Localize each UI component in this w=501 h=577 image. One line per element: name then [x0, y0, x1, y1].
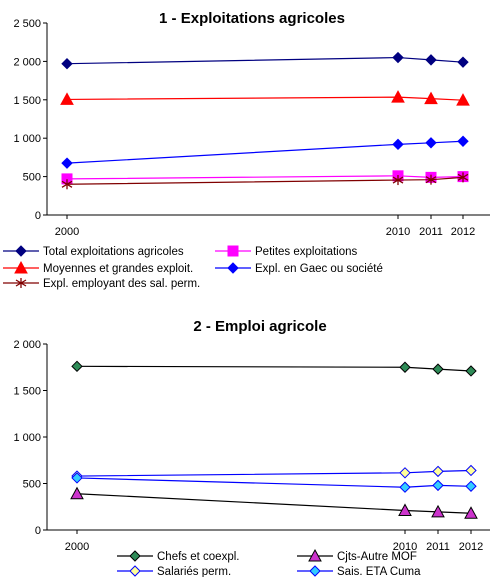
legend-label: Expl. en Gaec ou société [255, 263, 383, 275]
data-point [60, 92, 74, 105]
y-tick-label: 1 500 [13, 386, 41, 398]
data-point [465, 480, 477, 492]
legend-marker [227, 262, 239, 274]
series-line [66, 140, 464, 164]
data-point [457, 135, 469, 147]
x-tick-label: 2000 [65, 541, 89, 553]
series-line [66, 56, 464, 65]
series-line [76, 477, 472, 488]
data-point [392, 138, 404, 151]
data-point [465, 365, 477, 377]
data-point [392, 51, 404, 64]
legend-marker [227, 245, 239, 257]
y-tick-label: 2 500 [13, 18, 41, 30]
x-tick-label: 2011 [419, 226, 443, 238]
data-point [70, 486, 84, 500]
x-tick-label: 2000 [55, 226, 79, 238]
legend-marker [14, 260, 28, 274]
y-tick-label: 1 000 [13, 133, 41, 145]
data-point [398, 503, 412, 516]
x-tick-label: 2011 [426, 541, 450, 553]
legend-marker [308, 548, 322, 562]
y-tick-label: 500 [23, 172, 41, 184]
chart-emploi: 2 - Emploi agricole 0 500 1 000 1 500 2 000 2… [13, 318, 490, 577]
y-tick-label: 2 000 [13, 339, 41, 351]
data-point [399, 467, 411, 479]
legend-label: Sais. ETA Cuma [337, 566, 421, 577]
legend-label: Cjts-Autre MOF [337, 551, 417, 563]
legend-marker [129, 565, 141, 577]
chart-title: 2 - Emploi agricole [193, 318, 326, 335]
x-tick-label: 2010 [393, 541, 417, 553]
data-point [465, 464, 477, 477]
y-tick-label: 2 000 [13, 56, 41, 68]
data-point [457, 172, 469, 183]
data-point [71, 360, 83, 373]
data-point [432, 479, 444, 492]
y-tick-label: 0 [35, 210, 41, 222]
legend-marker [15, 278, 27, 288]
data-point [425, 137, 437, 149]
data-point [71, 472, 83, 484]
y-tick-label: 500 [23, 479, 41, 491]
data-point [399, 361, 411, 373]
data-point [431, 504, 445, 518]
chart-exploitations: 1 - Exploitations agricoles 0 500 1 000 1 5… [3, 10, 490, 290]
x-tick-label: 2012 [459, 541, 483, 553]
x-tick-label: 2010 [386, 226, 410, 238]
legend-label: Chefs et coexpl. [157, 551, 239, 563]
data-point [432, 465, 444, 478]
data-point [61, 157, 73, 169]
legend-label: Moyennes et grandes exploit. [43, 263, 193, 275]
data-point [424, 91, 438, 105]
y-tick-label: 1 500 [13, 95, 41, 107]
data-point [61, 179, 73, 190]
data-point [399, 481, 411, 493]
legend-label: Salariés perm. [157, 566, 231, 577]
data-point [464, 506, 478, 519]
legend-marker [129, 550, 141, 562]
data-point [391, 90, 405, 103]
y-tick-label: 1 000 [13, 432, 41, 444]
data-point [457, 56, 469, 68]
series-line [66, 96, 464, 101]
data-point [425, 174, 437, 185]
legend-marker [15, 245, 27, 257]
legend-label: Expl. employant des sal. perm. [43, 278, 200, 290]
legend-marker [309, 565, 321, 577]
series-line [76, 493, 472, 514]
data-point [61, 57, 73, 70]
series-line [66, 175, 464, 180]
legend-label: Total exploitations agricoles [43, 246, 184, 258]
series-line [76, 469, 472, 477]
series-line [76, 365, 472, 372]
x-tick-label: 2012 [451, 226, 475, 238]
series-line [66, 176, 464, 185]
data-point [432, 363, 444, 375]
legend-label: Petites exploitations [255, 246, 358, 258]
chart-title: 1 - Exploitations agricoles [159, 10, 345, 27]
y-tick-label: 0 [35, 525, 41, 537]
data-point [425, 54, 437, 66]
data-point [392, 175, 404, 186]
data-point [456, 93, 470, 106]
